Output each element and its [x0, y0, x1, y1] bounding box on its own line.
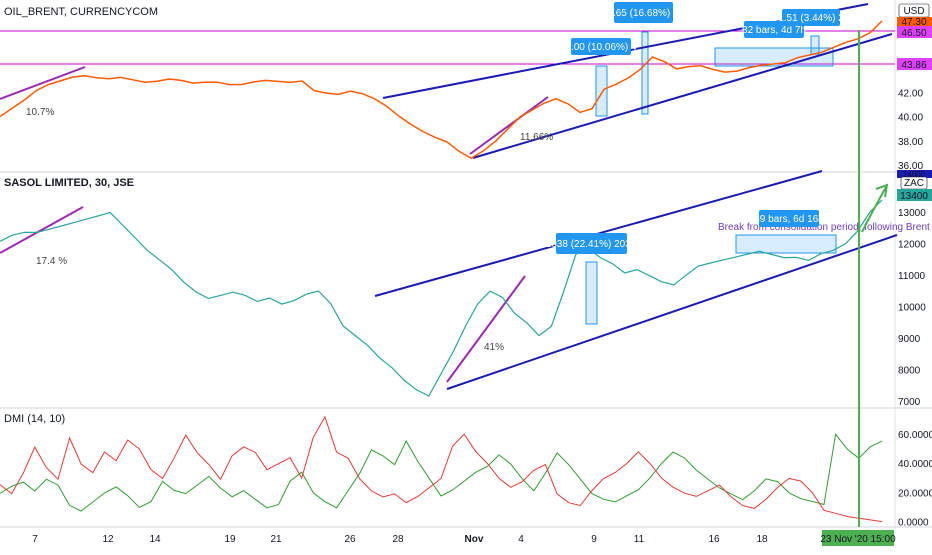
oil-price-tag: 47.30	[901, 17, 926, 28]
breakout-arrow[interactable]	[861, 186, 887, 233]
time-axis-label: 26	[344, 534, 356, 545]
oil-tick-label: 38.00	[898, 137, 923, 148]
sasol-price-tag-top-bg[interactable]	[897, 170, 932, 178]
oil-tick-label: 36.00	[898, 161, 923, 172]
sasol-tick-label: 8000	[898, 365, 921, 376]
sasol-price-tag-bottom-bg[interactable]	[897, 189, 932, 201]
oil-measure-box-b[interactable]	[641, 31, 649, 115]
sasol-trendline-left[interactable]	[0, 206, 84, 254]
oil-trendline-left[interactable]	[0, 66, 86, 100]
time-axis-label: 16	[708, 534, 720, 545]
time-axis-label: 28	[392, 534, 404, 545]
sasol-tick-label: 11000	[898, 271, 926, 282]
sasol-tick-label: 12000	[898, 239, 926, 250]
sasol-tick-label: 13000	[898, 208, 926, 219]
sasol-label-a-bg[interactable]	[556, 233, 627, 254]
oil-tick-label: 42.00	[898, 89, 923, 100]
oil-pct-left: 10.7%	[26, 107, 54, 118]
oil-level-upper-tag: 46.50	[901, 28, 926, 39]
sasol-trendline-mid[interactable]	[446, 275, 526, 383]
time-axis[interactable]: 7 12 14 19 21 26 28 Nov 4 9 11 16 18	[32, 534, 768, 545]
sasol-label-b-bg[interactable]	[759, 210, 819, 227]
sasol-axis-ticks: 13000 12000 11000 10000 9000 8000 7000	[898, 208, 926, 408]
sasol-note: Break from consolidation period, followi…	[718, 222, 930, 233]
sasol-pane-title[interactable]: SASOL LIMITED, 30, JSE	[4, 177, 134, 189]
time-axis-label: 7	[32, 534, 38, 545]
oil-measure-box-c[interactable]	[714, 47, 834, 67]
sasol-tick-label: 10000	[898, 302, 926, 313]
oil-label-a-bg[interactable]	[571, 38, 631, 55]
sasol-price-tag-bottom: 13400	[900, 191, 928, 202]
oil-tick-label: 40.00	[898, 113, 923, 124]
dmi-tick-label: 60.0000	[898, 430, 932, 441]
price-scale[interactable]	[895, 0, 932, 527]
time-axis-label: 19	[224, 534, 236, 545]
sasol-measure-box-b[interactable]	[735, 234, 837, 254]
current-time-tag: 23 Nov '20 15:00	[820, 534, 896, 545]
oil-label-c: 82 bars, 4d 7h	[742, 25, 806, 36]
oil-level-upper-tag-bg[interactable]	[897, 26, 932, 38]
oil-axis-ticks: 42.00 40.00 38.00 36.00	[898, 89, 923, 172]
time-axis-label: 9	[591, 534, 597, 545]
dmi-axis-ticks: 60.0000 40.0000 20.0000 0.0000	[898, 430, 932, 529]
oil-currency-tag: USD	[903, 6, 924, 17]
oil-label-d-bg[interactable]	[782, 9, 840, 26]
oil-pct-mid: 11.66%	[520, 132, 553, 143]
sasol-label-b: 69 bars, 6d 16h	[754, 214, 824, 225]
sasol-currency-tag: ZAC	[904, 178, 924, 189]
time-axis-label: 12	[102, 534, 114, 545]
dmi-tick-label: 40.0000	[898, 459, 932, 470]
dmi-tick-label: 20.0000	[898, 488, 932, 499]
time-axis-label: 4	[518, 534, 524, 545]
sasol-channel-lower[interactable]	[446, 234, 898, 390]
sasol-price-tag-top: 14000	[903, 170, 926, 179]
breakout-arrowhead	[875, 183, 889, 198]
oil-pane-title[interactable]: OIL_BRENT, CURRENCYCOM	[4, 6, 158, 18]
oil-level-lower-tag-bg[interactable]	[897, 58, 932, 70]
oil-label-d: 1.51 (3.44%) 2	[778, 13, 844, 24]
oil-level-lower-tag: 43.86	[901, 60, 926, 71]
sasol-price-line[interactable]	[0, 199, 883, 397]
oil-label-b-bg[interactable]	[614, 2, 673, 23]
time-axis-label: 21	[270, 534, 282, 545]
dmi-plus-line[interactable]	[0, 433, 883, 512]
sasol-tick-label: 9000	[898, 334, 921, 345]
dmi-minus-line[interactable]	[0, 415, 883, 523]
oil-price-tag-bg[interactable]	[897, 17, 932, 27]
oil-channel-lower[interactable]	[472, 33, 893, 159]
dmi-pane-title[interactable]: DMI (14, 10)	[4, 413, 65, 425]
time-axis-label: 18	[756, 534, 768, 545]
sasol-pct-mid: 41%	[484, 342, 504, 353]
sasol-label-a: 2038 (22.41%) 2038	[546, 239, 637, 250]
sasol-tick-label: 7000	[898, 397, 921, 408]
dmi-tick-label: 0.0000	[898, 518, 929, 529]
time-axis-label: Nov	[465, 534, 484, 545]
oil-trendline-mid[interactable]	[469, 96, 549, 155]
time-axis-label: 11	[634, 534, 645, 545]
oil-label-a: 4.00 (10.06%) 4	[565, 42, 637, 53]
oil-price-line[interactable]	[0, 20, 883, 160]
sasol-pct-left: 17.4 %	[36, 256, 67, 267]
time-axis-label: 14	[149, 534, 161, 545]
oil-measure-box-a[interactable]	[595, 65, 608, 117]
sasol-measure-box-a[interactable]	[585, 261, 598, 325]
current-time-tag-bg[interactable]	[822, 530, 894, 546]
oil-measure-box-d[interactable]	[810, 35, 820, 55]
oil-label-b: 6.65 (16.68%) 7	[607, 8, 679, 19]
